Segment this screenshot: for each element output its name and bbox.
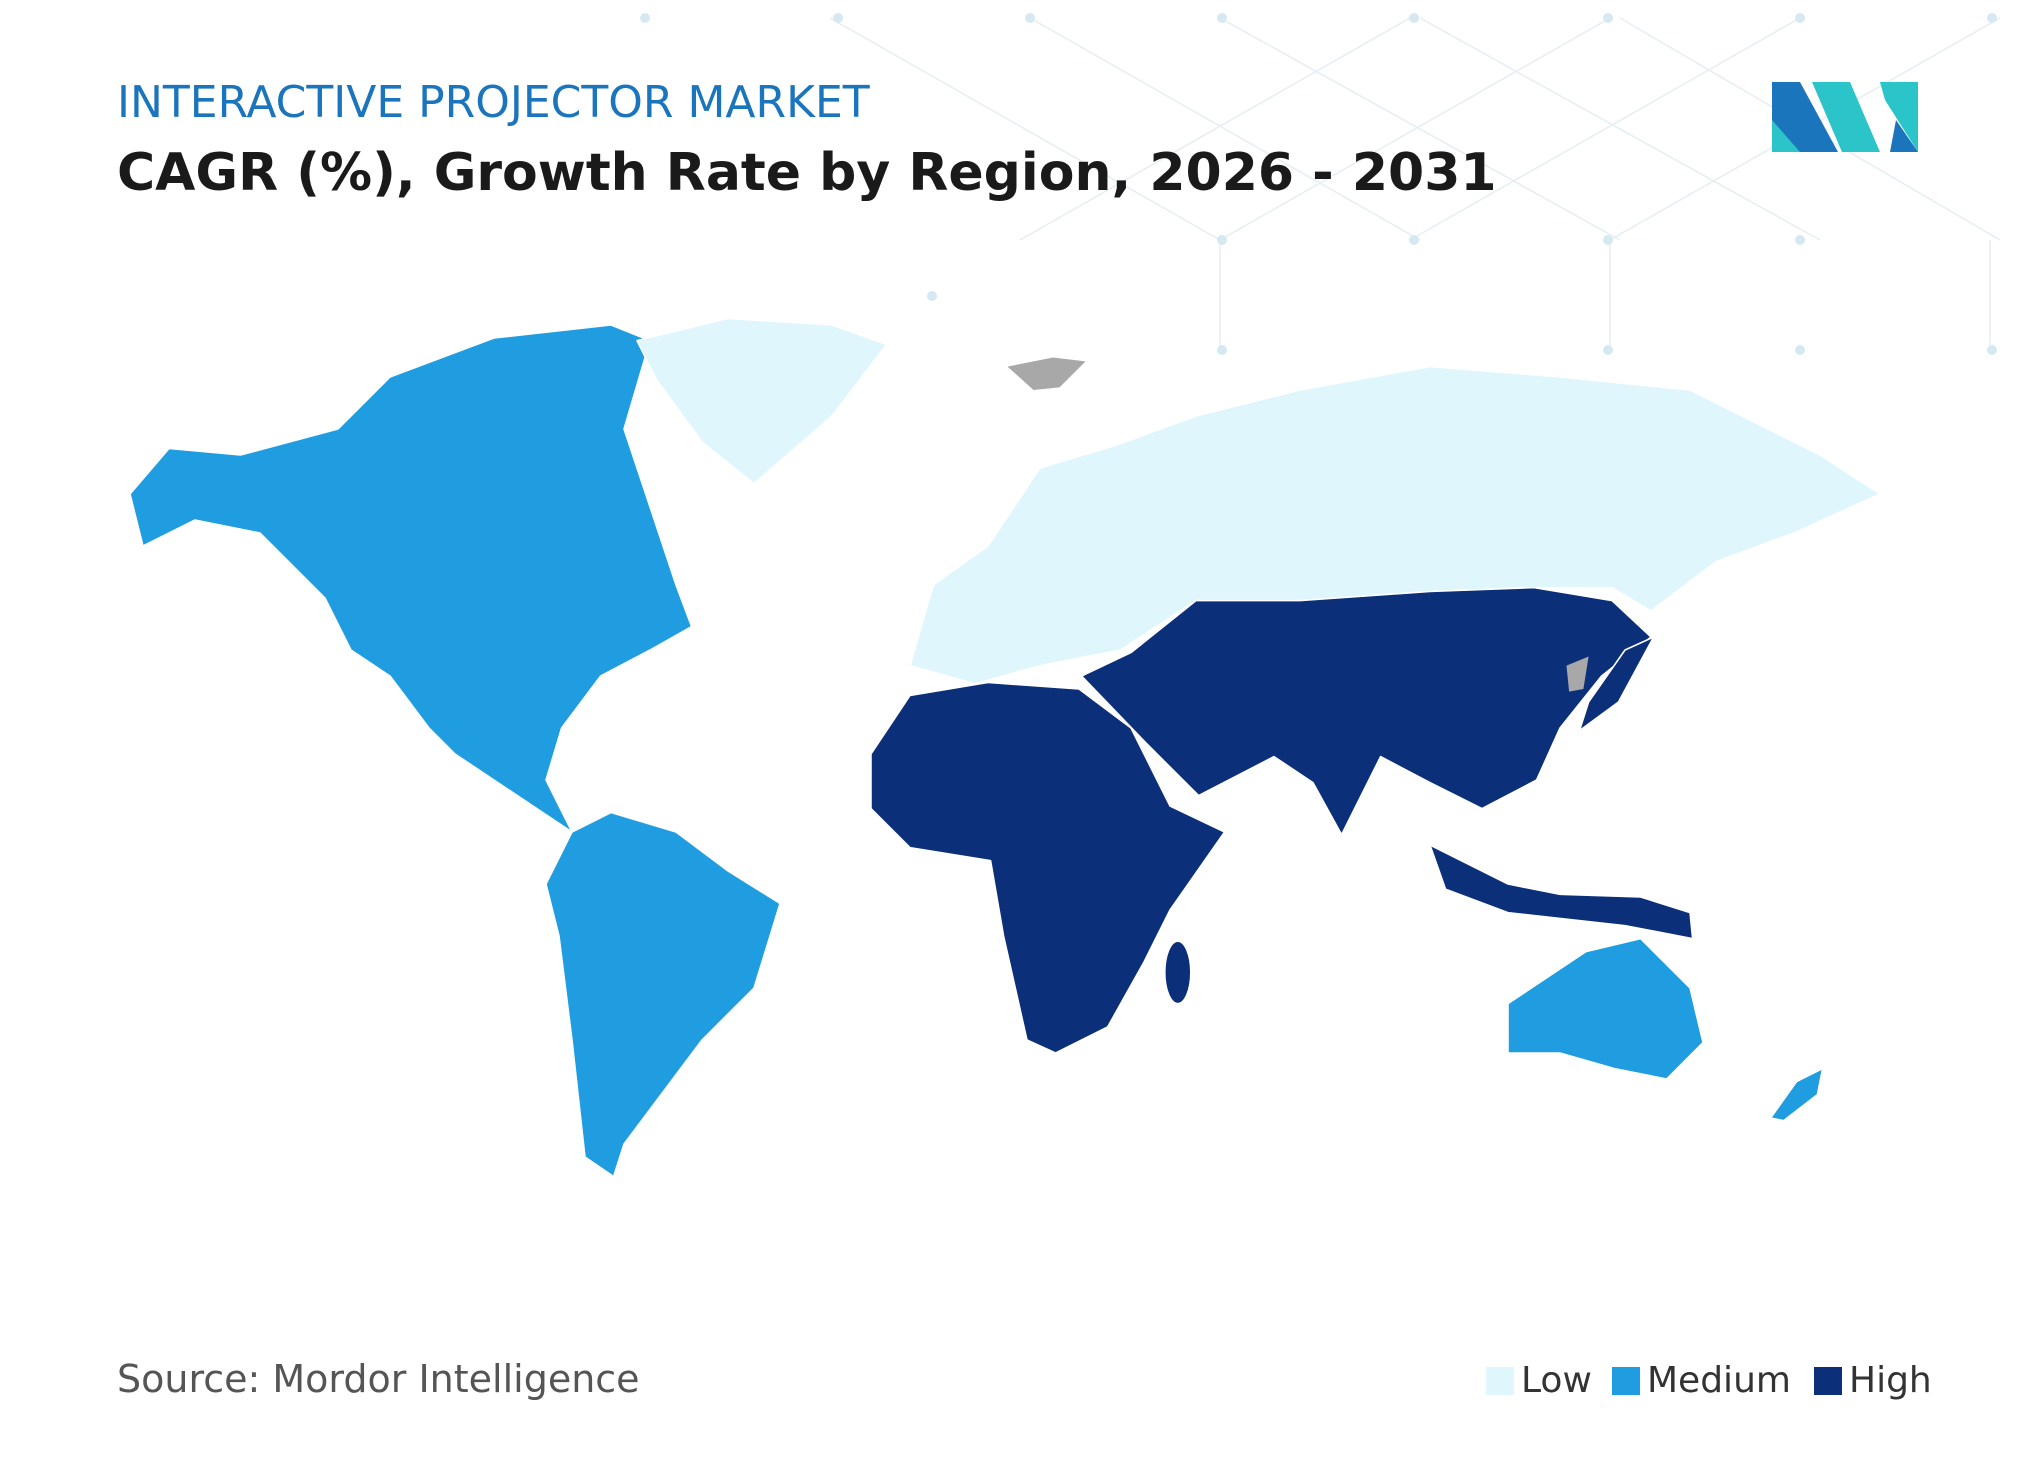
australia <box>1507 937 1704 1080</box>
legend-label: Low <box>1521 1360 1592 1401</box>
japan <box>1578 636 1655 732</box>
source: Source: Mordor Intelligence <box>117 1357 640 1401</box>
legend-swatch <box>1486 1367 1514 1395</box>
asia <box>1080 586 1652 836</box>
legend-label: High <box>1849 1360 1932 1401</box>
new-zealand <box>1769 1067 1824 1122</box>
subtitle: CAGR (%), Growth Rate by Region, 2026 - … <box>117 143 1497 203</box>
madagascar <box>1164 940 1192 1005</box>
southeast-asia-islands <box>1429 844 1694 940</box>
korea <box>1566 656 1589 692</box>
legend-swatch <box>1814 1367 1842 1395</box>
greenland <box>636 317 888 485</box>
legend-label: Medium <box>1647 1360 1791 1401</box>
world-map <box>129 317 1881 1178</box>
north-america <box>129 324 693 833</box>
svalbard <box>1007 357 1086 390</box>
legend: Low Medium High <box>1486 1360 1932 1401</box>
title: INTERACTIVE PROJECTOR MARKET <box>117 77 870 128</box>
africa <box>870 681 1226 1054</box>
legend-swatch <box>1612 1367 1640 1395</box>
logo <box>1772 82 1918 152</box>
europe-russia <box>909 365 1881 685</box>
south-america <box>545 811 781 1178</box>
